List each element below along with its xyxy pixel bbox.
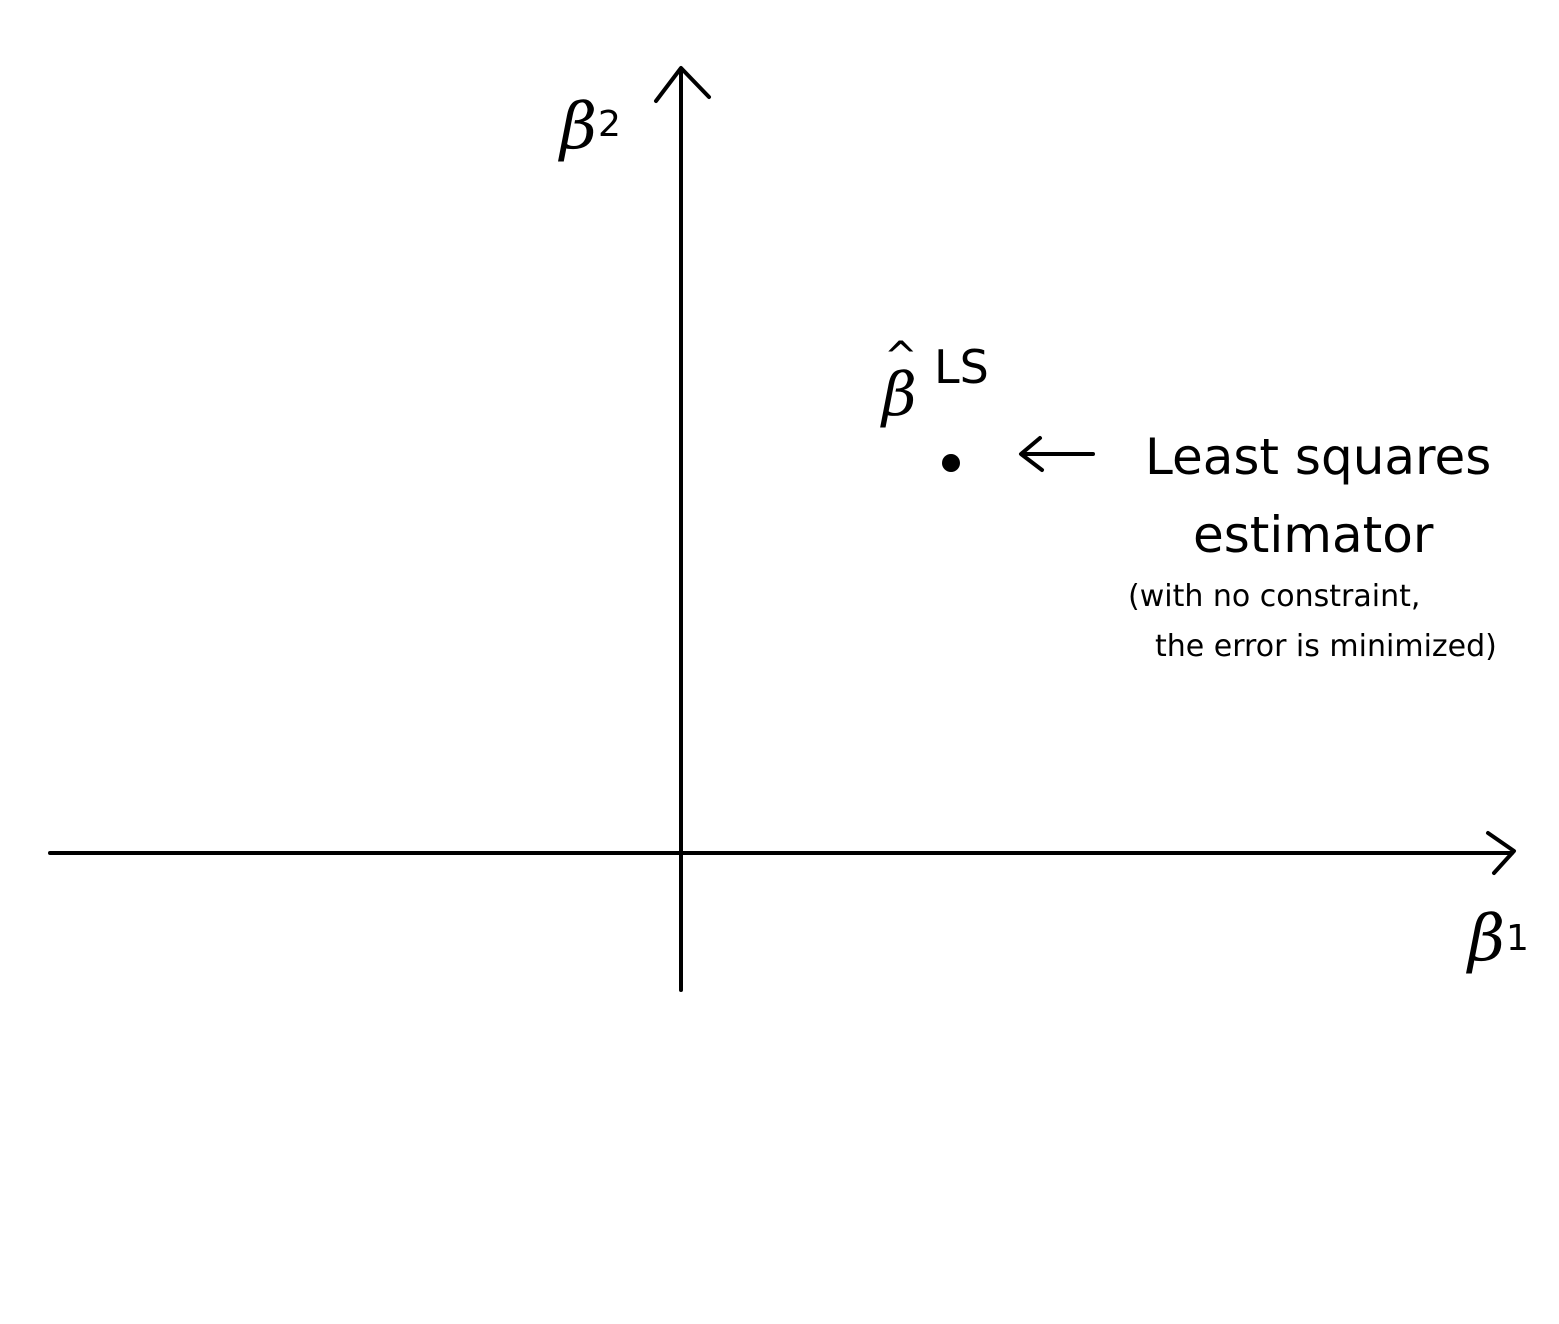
annotation-title-line2: estimator (1193, 506, 1434, 564)
beta-hat-mark: ^ (884, 334, 918, 380)
beta2-axis-label: β 2 (558, 90, 621, 164)
pointer-arrow-head (1019, 436, 1044, 472)
beta1-axis-label: β 1 (1466, 902, 1529, 976)
beta2-subscript: 2 (598, 104, 621, 145)
beta1-symbol: β (1466, 902, 1505, 976)
beta-hat-superscript: LS (934, 340, 989, 394)
beta-hat-ls-label: ^ β LS (880, 334, 989, 430)
beta-hat-symbol: β (880, 360, 917, 430)
annotation-title-line1: Least squares (1145, 428, 1491, 486)
beta1-subscript: 1 (1506, 918, 1529, 959)
beta2-symbol: β (558, 90, 597, 164)
annotation-note-line2: the error is minimized) (1155, 629, 1497, 664)
estimator-annotation: Least squares estimator (with no constra… (1128, 428, 1497, 664)
beta2-axis-arrowhead (654, 66, 711, 103)
pointer-arrow (1019, 436, 1095, 472)
beta1-axis-arrowhead (1486, 831, 1516, 875)
least-squares-point (942, 454, 960, 472)
annotation-note-line1: (with no constraint, (1128, 579, 1420, 614)
